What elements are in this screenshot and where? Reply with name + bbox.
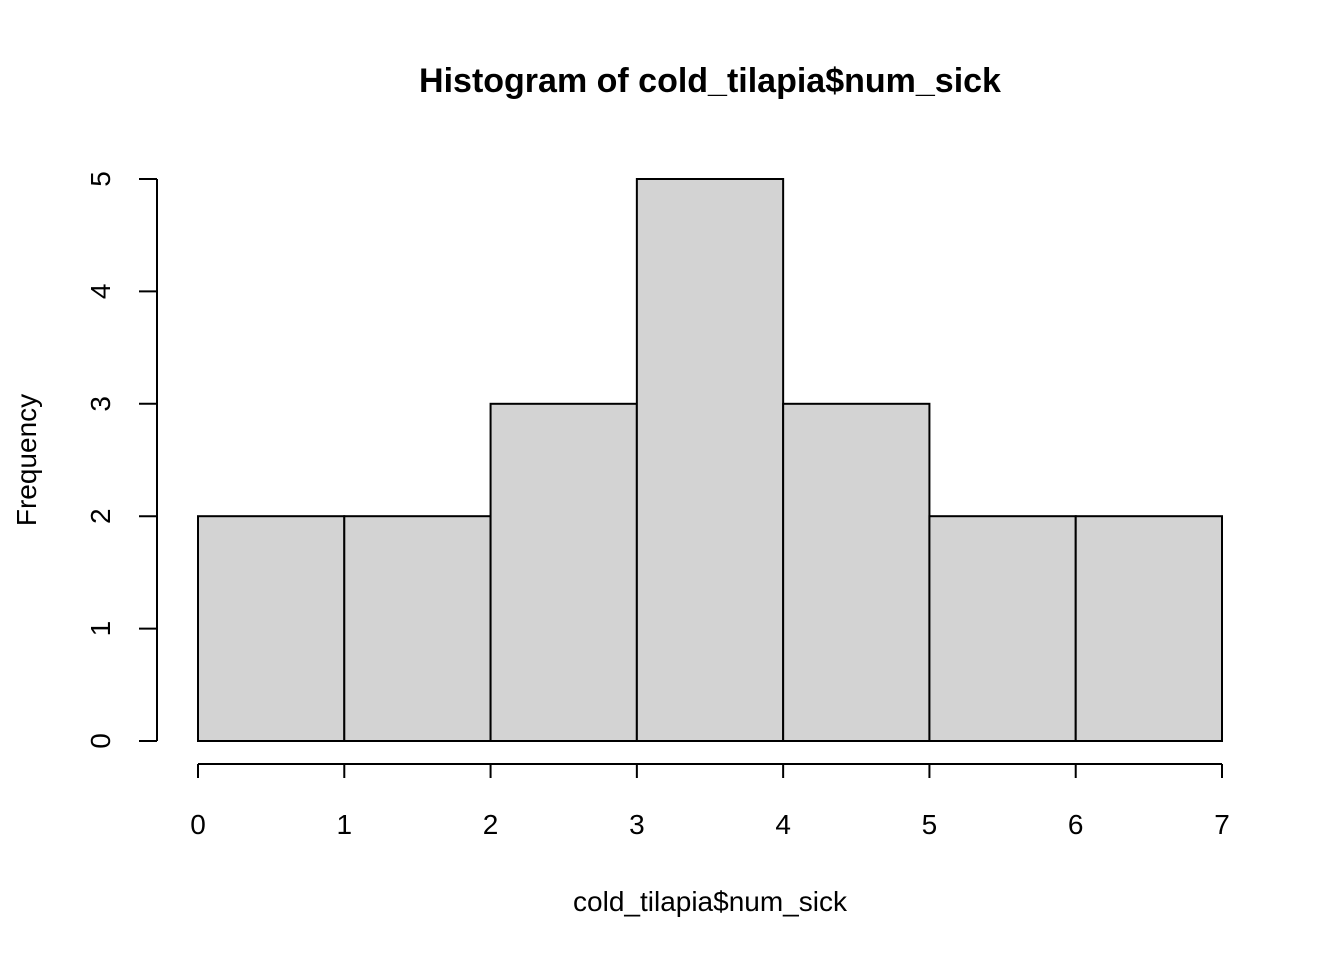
histogram-bar xyxy=(197,515,346,743)
histogram-bar xyxy=(928,515,1077,743)
x-tick-label: 3 xyxy=(629,809,645,840)
y-tick-label: 3 xyxy=(85,396,116,412)
x-tick-label: 2 xyxy=(483,809,499,840)
y-axis-label: Frequency xyxy=(11,394,42,526)
x-axis: 0 1 2 3 4 5 6 7 xyxy=(190,763,1230,840)
x-tick-label: 0 xyxy=(190,809,206,840)
histogram-bar xyxy=(1074,515,1223,743)
histogram-bar xyxy=(489,402,638,742)
histogram-bar xyxy=(782,402,931,742)
x-tick-label: 6 xyxy=(1068,809,1084,840)
y-tick-label: 2 xyxy=(85,508,116,524)
y-tick-label: 1 xyxy=(85,621,116,637)
x-axis-label: cold_tilapia$num_sick xyxy=(573,886,848,917)
histogram-bar xyxy=(635,178,785,742)
y-tick-label: 5 xyxy=(85,171,116,187)
histogram-bar xyxy=(343,515,492,743)
x-tick-label: 1 xyxy=(336,809,352,840)
bars-group xyxy=(197,178,1223,743)
x-tick-label: 5 xyxy=(922,809,938,840)
chart-title: Histogram of cold_tilapia$num_sick xyxy=(419,62,1001,100)
y-tick-label: 0 xyxy=(85,733,116,749)
y-tick-label: 4 xyxy=(85,284,116,300)
x-tick-label: 4 xyxy=(775,809,791,840)
y-axis: 0 1 2 3 4 5 xyxy=(85,171,158,749)
x-tick-label: 7 xyxy=(1214,809,1230,840)
